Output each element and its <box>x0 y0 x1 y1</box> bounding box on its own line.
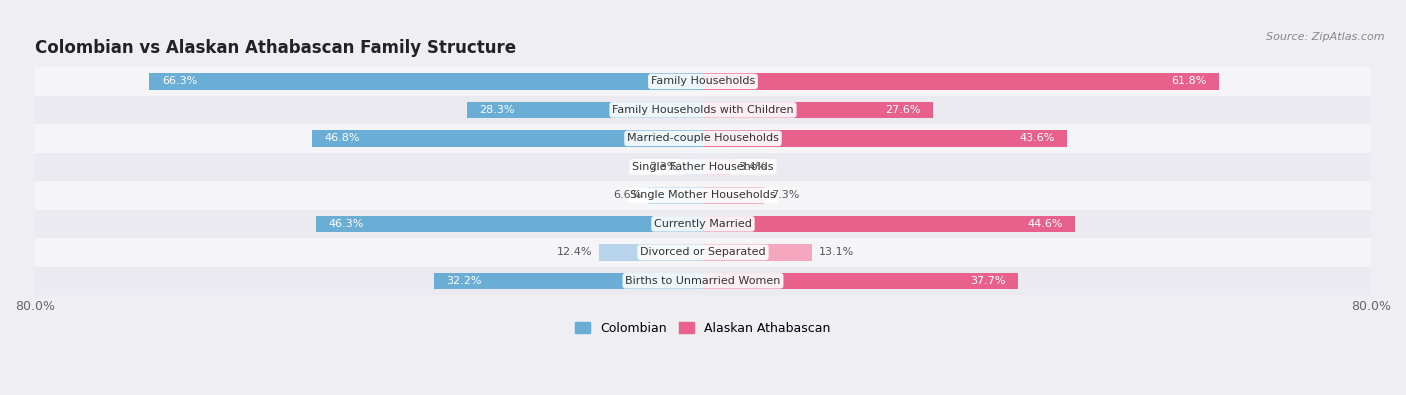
Text: 28.3%: 28.3% <box>479 105 515 115</box>
Text: 32.2%: 32.2% <box>447 276 482 286</box>
Text: Divorced or Separated: Divorced or Separated <box>640 247 766 257</box>
Text: Family Households: Family Households <box>651 76 755 87</box>
Text: 61.8%: 61.8% <box>1171 76 1206 87</box>
Bar <box>35 67 1371 96</box>
Text: Colombian vs Alaskan Athabascan Family Structure: Colombian vs Alaskan Athabascan Family S… <box>35 39 516 57</box>
Bar <box>35 238 1371 267</box>
Bar <box>703 187 763 203</box>
Bar <box>703 216 1076 232</box>
Text: Births to Unmarried Women: Births to Unmarried Women <box>626 276 780 286</box>
Text: Source: ZipAtlas.com: Source: ZipAtlas.com <box>1267 32 1385 41</box>
Text: 66.3%: 66.3% <box>162 76 197 87</box>
Text: 13.1%: 13.1% <box>820 247 855 257</box>
Text: 3.4%: 3.4% <box>738 162 766 172</box>
Bar <box>434 273 703 289</box>
Bar <box>35 152 1371 181</box>
Bar <box>703 159 731 175</box>
Text: Currently Married: Currently Married <box>654 219 752 229</box>
Text: 6.6%: 6.6% <box>613 190 641 200</box>
Bar <box>703 102 934 118</box>
Legend: Colombian, Alaskan Athabascan: Colombian, Alaskan Athabascan <box>571 317 835 340</box>
Text: Family Households with Children: Family Households with Children <box>612 105 794 115</box>
Bar <box>467 102 703 118</box>
Text: 46.3%: 46.3% <box>329 219 364 229</box>
Bar <box>648 187 703 203</box>
Text: Single Mother Households: Single Mother Households <box>630 190 776 200</box>
Text: 46.8%: 46.8% <box>325 134 360 143</box>
Bar <box>312 130 703 147</box>
Bar <box>703 273 1018 289</box>
Bar <box>316 216 703 232</box>
Bar <box>149 73 703 90</box>
Bar <box>35 267 1371 295</box>
Bar <box>35 124 1371 152</box>
Bar <box>35 96 1371 124</box>
Bar <box>35 181 1371 210</box>
Text: 2.3%: 2.3% <box>648 162 678 172</box>
Text: 12.4%: 12.4% <box>557 247 593 257</box>
Text: 37.7%: 37.7% <box>970 276 1005 286</box>
Text: 27.6%: 27.6% <box>886 105 921 115</box>
Bar <box>683 159 703 175</box>
Text: 44.6%: 44.6% <box>1028 219 1063 229</box>
Bar <box>703 73 1219 90</box>
Bar <box>599 244 703 261</box>
Text: Single Father Households: Single Father Households <box>633 162 773 172</box>
Bar <box>703 130 1067 147</box>
Text: 43.6%: 43.6% <box>1019 134 1054 143</box>
Bar <box>703 244 813 261</box>
Bar <box>35 210 1371 238</box>
Text: 7.3%: 7.3% <box>770 190 799 200</box>
Text: Married-couple Households: Married-couple Households <box>627 134 779 143</box>
